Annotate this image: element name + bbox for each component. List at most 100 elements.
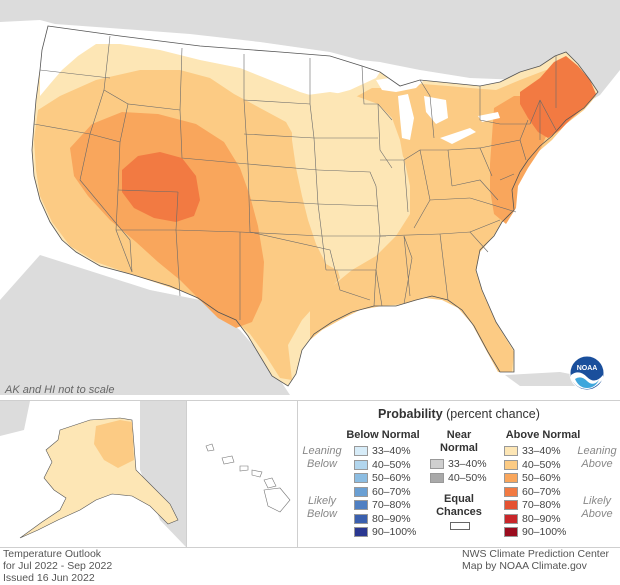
legend-above-row: 80–90% — [504, 513, 561, 525]
legend-below-swatch — [354, 446, 368, 456]
footer-right: NWS Climate Prediction Center Map by NOA… — [462, 548, 609, 572]
legend-near-label: 33–40% — [448, 458, 487, 470]
legend-leaning-left-2: Below — [307, 458, 337, 470]
lake-superior — [376, 76, 424, 92]
legend-likely-left-1: Likely — [307, 495, 337, 507]
legend-likely-right-1: Likely — [582, 495, 612, 507]
legend-below-label: 50–60% — [372, 472, 411, 484]
legend-leaning-right-2: Above — [581, 458, 613, 470]
legend-below-label: 70–80% — [372, 499, 411, 511]
legend-below-label: 90–100% — [372, 526, 417, 538]
legend-near-swatch — [430, 459, 444, 469]
legend-above-swatch — [504, 527, 518, 537]
legend-above-head: Above Normal — [505, 429, 581, 441]
legend-above-label: 33–40% — [522, 445, 561, 457]
hi-inset-bg — [188, 401, 296, 547]
legend-equal-2: Chances — [436, 506, 482, 518]
lake-huron — [424, 96, 448, 124]
legend-below-row: 50–60% — [354, 472, 411, 484]
legend-likely-left-2: Below — [307, 508, 337, 520]
legend-below-swatch — [354, 527, 368, 537]
above-60-70-newengland — [520, 56, 596, 138]
legend-above-row: 50–60% — [504, 472, 561, 484]
hawaii-islands — [205, 443, 291, 513]
lake-erie — [440, 128, 476, 144]
legend-below-label: 80–90% — [372, 512, 411, 525]
legend-near-swatch — [430, 472, 444, 483]
legend-near-head-1: Near — [446, 429, 472, 441]
above-33-40-midwest — [292, 92, 406, 272]
probability-legend: Probability (percent chance) Below Norma… — [298, 401, 620, 547]
mexico-land — [0, 255, 290, 395]
legend-below-swatch — [354, 486, 368, 497]
legend-below-swatch — [354, 513, 368, 524]
above-50-60-east — [490, 96, 548, 224]
legend-near-row: 40–50% — [430, 472, 487, 484]
legend-below-row: 40–50% — [354, 459, 411, 471]
state-borders — [31, 25, 599, 387]
lake-ontario — [478, 112, 500, 122]
legend-leaning-right-1: Leaning — [577, 445, 617, 457]
legend-likely-left: Likely Below — [300, 495, 344, 521]
noaa-logo: NOAA — [569, 355, 605, 391]
legend-leaning-left: Leaning Below — [300, 445, 344, 471]
legend-below-row: 60–70% — [354, 486, 411, 498]
legend-below-row: 33–40% — [354, 445, 411, 457]
lake-michigan — [398, 94, 414, 140]
footer-credit: Map by NOAA Climate.gov — [462, 560, 587, 572]
legend-above-row: 90–100% — [504, 526, 566, 538]
legend-above-row: 60–70% — [504, 486, 561, 498]
legend-above-row: 70–80% — [504, 499, 561, 511]
legend-below-label: 60–70% — [372, 485, 411, 498]
footer-title: Temperature Outlook — [3, 548, 102, 560]
legend-above-label: 90–100% — [522, 526, 567, 538]
legend-title-rest: (percent chance) — [446, 407, 540, 421]
legend-below-swatch — [354, 473, 368, 483]
legend-above-swatch — [504, 486, 518, 497]
legend-title: Probability (percent chance) — [298, 407, 620, 421]
footer-source: NWS Climate Prediction Center — [462, 548, 610, 560]
legend-above-label: 70–80% — [522, 499, 561, 511]
above-60-70-rockies — [122, 152, 200, 222]
legend-above-label: 40–50% — [522, 458, 561, 471]
legend-above-label: 50–60% — [522, 472, 561, 484]
noaa-logo-text: NOAA — [577, 365, 598, 372]
legend-above-row: 40–50% — [504, 459, 561, 471]
legend-above-swatch — [504, 459, 518, 470]
footer-left: Temperature Outlook for Jul 2022 - Sep 2… — [3, 548, 112, 584]
legend-below-head: Below Normal — [346, 429, 420, 441]
legend-equal-swatch — [450, 522, 470, 530]
legend-below-swatch — [354, 500, 368, 510]
ak-russia-land — [0, 401, 30, 436]
footer-period: for Jul 2022 - Sep 2022 — [3, 560, 113, 572]
legend-above-swatch — [504, 513, 518, 524]
legend-likely-right: Likely Above — [574, 495, 620, 521]
legend-above-swatch — [504, 473, 518, 483]
footer-issued: Issued 16 Jun 2022 — [3, 572, 95, 584]
alaska-40-50 — [94, 420, 134, 468]
legend-above-swatch — [504, 446, 518, 456]
legend-below-row: 70–80% — [354, 499, 411, 511]
legend-below-swatch — [354, 459, 368, 470]
legend-equal-1: Equal — [444, 493, 474, 505]
legend-above-swatch — [504, 500, 518, 510]
legend-near-head-2: Normal — [440, 442, 478, 454]
legend-leaning-right: Leaning Above — [574, 445, 620, 471]
alaska-base — [19, 417, 179, 539]
legend-likely-right-2: Above — [581, 508, 613, 520]
scale-note: AK and HI not to scale — [5, 384, 115, 396]
legend-below-label: 33–40% — [372, 445, 411, 457]
legend-above-row: 33–40% — [504, 445, 561, 457]
legend-above-label: 60–70% — [522, 485, 561, 498]
legend-title-bold: Probability — [378, 407, 443, 421]
legend-below-label: 40–50% — [372, 458, 411, 471]
legend-below-row: 90–100% — [354, 526, 416, 538]
canada-land — [0, 0, 620, 110]
legend-leaning-left-1: Leaning — [302, 445, 342, 457]
equal-chances-north — [40, 26, 380, 98]
ak-neighbour-land — [140, 401, 186, 547]
legend-near-label: 40–50% — [448, 471, 487, 484]
legend-above-label: 80–90% — [522, 512, 561, 525]
legend-near-row: 33–40% — [430, 458, 487, 470]
